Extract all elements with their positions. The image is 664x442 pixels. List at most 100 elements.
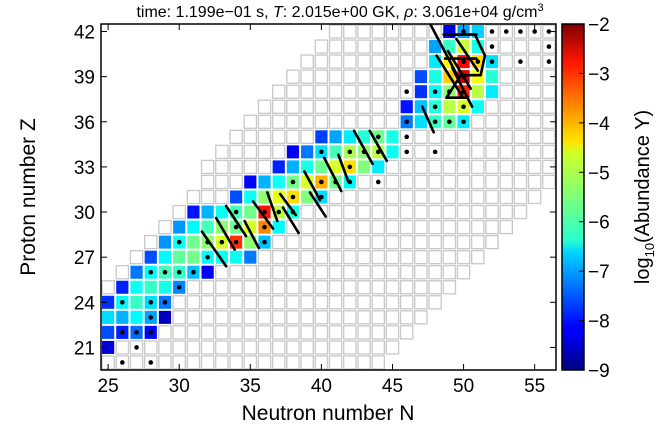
stable-isotope-marker — [233, 209, 239, 215]
nuclide-cell — [314, 39, 329, 54]
nuclide-cell — [385, 280, 400, 295]
stable-isotope-marker — [447, 119, 452, 125]
nuclide-cell — [513, 204, 528, 220]
nuclide-cell — [102, 310, 115, 324]
nuclide-cell — [229, 310, 243, 325]
nuclide-cell — [229, 295, 243, 310]
nuclide-cell — [186, 340, 201, 355]
stable-isotope-marker — [546, 29, 552, 34]
nuclide-cell — [243, 144, 258, 160]
nuclide-cell — [385, 310, 400, 325]
nuclide-cell — [257, 295, 272, 310]
nuclide-cell — [371, 54, 386, 69]
nuclide-cell — [357, 250, 371, 265]
nuclide-cell — [328, 69, 343, 84]
nuclide-cell — [229, 265, 243, 280]
nuclide-cell — [471, 159, 485, 175]
stable-isotope-marker — [546, 59, 552, 64]
title-rho-exponent: 3 — [537, 2, 543, 14]
nuclide-cell — [442, 144, 457, 160]
nuclide-cell — [271, 234, 286, 250]
stable-isotope-marker — [404, 119, 410, 125]
nuclide-cell — [542, 174, 556, 190]
nuclide-cell — [414, 295, 428, 310]
nuclide-cell — [371, 189, 386, 205]
nuclide-cells — [101, 24, 556, 370]
nuclide-cell — [314, 310, 329, 325]
nuclide-cell — [144, 280, 157, 294]
nuclide-cell — [399, 39, 414, 54]
nuclide-cell — [471, 234, 485, 250]
nuclide-cell — [229, 355, 243, 370]
nuclide-cell — [385, 159, 400, 175]
nuclide-cell — [343, 189, 357, 205]
nuclide-cell — [343, 234, 357, 250]
nuclide-cell — [186, 295, 201, 310]
reaction-flow-lines — [200, 24, 487, 268]
nuclide-cell — [343, 69, 357, 84]
x-tick-label: 25 — [98, 376, 119, 397]
nuclide-cell — [328, 189, 343, 205]
nuclide-cell — [456, 159, 471, 175]
nuclide-cell — [244, 205, 257, 219]
nuclide-cell — [200, 355, 215, 370]
nuclide-cell — [215, 205, 228, 219]
colorbar-tick-label: −8 — [588, 312, 610, 333]
stable-isotope-marker — [319, 149, 324, 155]
stable-isotope-marker — [219, 239, 225, 245]
nuclide-cell — [499, 144, 513, 160]
nuclide-cell — [229, 340, 243, 355]
stable-isotope-marker — [205, 254, 210, 260]
nuclide-cell — [286, 295, 300, 310]
nuclide-cell — [442, 204, 457, 220]
nuclide-cell — [513, 99, 528, 114]
nuclide-cell — [442, 219, 457, 235]
nuclide-cell — [243, 295, 258, 310]
stable-isotope-marker — [518, 29, 523, 34]
colorbar-label-sub: 10 — [642, 243, 657, 257]
nuclide-cell — [513, 189, 528, 205]
nuclide-cell — [456, 250, 471, 265]
nuclide-cell — [527, 84, 542, 99]
nuclide-cell — [301, 145, 314, 159]
stable-isotope-marker — [518, 59, 523, 64]
nuclide-cell — [243, 265, 258, 280]
nuclide-cell — [386, 145, 399, 159]
nuclide-cell — [144, 340, 158, 355]
nuclide-cell — [443, 100, 456, 114]
nuclide-cell — [314, 280, 329, 295]
nuclide-cell — [215, 355, 229, 370]
nuclide-cell — [215, 265, 229, 280]
chart-title: time: 1.199e−01 s, T: 2.015e+00 GK, ρ: 3… — [136, 2, 543, 21]
colorbar-tick-label: −9 — [588, 361, 610, 382]
nuclide-cell — [314, 114, 329, 129]
nuclide-cell — [499, 84, 513, 99]
nuclide-cell — [499, 99, 513, 114]
colorbar-tick-label: −5 — [588, 163, 610, 184]
stable-isotope-marker — [432, 119, 438, 125]
nuclide-cell — [187, 220, 200, 234]
nuclide-cell — [385, 69, 400, 84]
nuclide-cell — [328, 310, 343, 325]
nuclide-cell — [357, 160, 371, 174]
nuclide-cell — [243, 325, 258, 340]
stable-isotope-marker — [375, 179, 381, 185]
nuclide-cell — [456, 219, 471, 235]
nuclide-cell — [357, 325, 371, 340]
nuclide-cell — [300, 310, 314, 325]
nuclide-cell — [399, 174, 414, 190]
nuclide-cell — [229, 250, 243, 264]
flow-line — [322, 156, 343, 193]
nuclide-cell — [414, 310, 428, 325]
stable-isotope-marker — [148, 300, 154, 305]
nuclide-cell — [300, 99, 314, 114]
stable-isotope-marker — [148, 269, 154, 275]
nuclide-cell — [442, 280, 457, 295]
flow-line — [473, 33, 487, 57]
stable-isotope-marker — [347, 149, 353, 155]
nuclide-cell — [357, 355, 371, 370]
nuclide-cell — [300, 204, 314, 220]
nuclide-cell — [215, 189, 229, 205]
nuclide-cell — [485, 174, 499, 190]
